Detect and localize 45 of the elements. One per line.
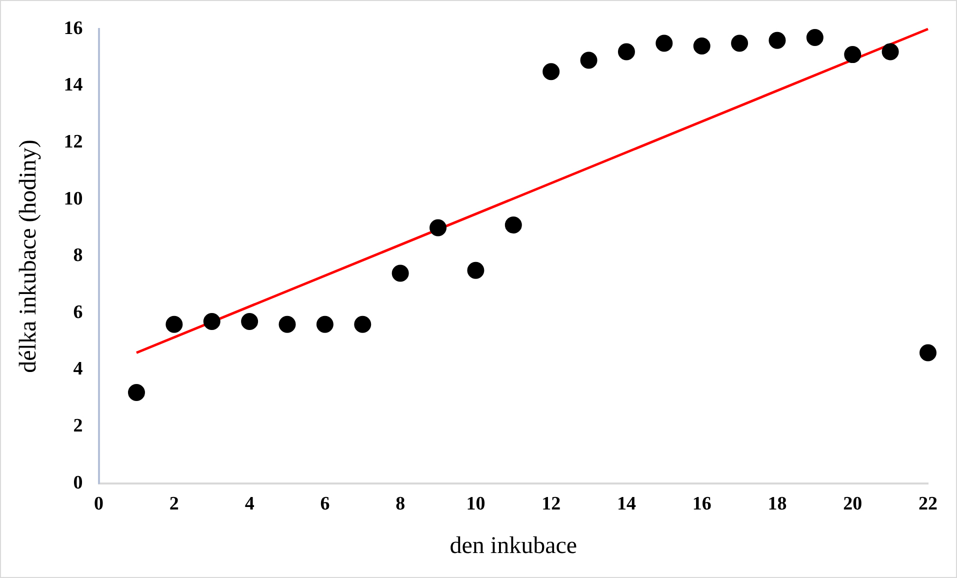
y-tick-label: 0: [73, 472, 83, 494]
x-tick-label: 16: [692, 494, 712, 515]
point: [768, 32, 786, 49]
point: [618, 43, 635, 60]
point: [467, 262, 484, 279]
x-tick-label: 2: [169, 494, 179, 515]
x-tick-label: 4: [244, 494, 255, 515]
point: [166, 316, 183, 333]
point: [278, 316, 296, 333]
point: [392, 264, 409, 282]
y-tick-label: 8: [73, 245, 83, 266]
point: [806, 29, 824, 46]
point: [241, 313, 258, 330]
point: [203, 313, 220, 330]
y-tick-label: 16: [64, 18, 83, 39]
x-tick-label: 22: [918, 494, 938, 515]
point: [656, 34, 673, 52]
y-tick-label: 10: [64, 188, 83, 210]
y-tick-label: 4: [73, 358, 84, 380]
point: [920, 344, 936, 362]
point: [316, 316, 334, 333]
x-tick-label: 20: [843, 494, 862, 515]
point: [693, 38, 710, 55]
x-tick-label: 0: [94, 494, 104, 515]
x-tick-label: 6: [320, 494, 330, 515]
point: [731, 34, 748, 52]
y-tick-label: 6: [73, 302, 83, 323]
y-axis-title: délka inkubace (hodiny): [16, 140, 42, 373]
point: [128, 384, 145, 402]
point: [542, 63, 560, 80]
point: [882, 43, 899, 60]
y-tick-label: 2: [73, 416, 83, 437]
y-tick-label: 12: [64, 132, 83, 153]
point: [430, 219, 447, 236]
x-tick-label: 10: [466, 494, 486, 515]
point: [580, 52, 598, 69]
x-tick-label: 12: [542, 494, 561, 515]
x-tick-label: 18: [768, 494, 787, 515]
x-tick-label: 14: [616, 494, 636, 515]
x-tick-label: 8: [396, 494, 406, 515]
point: [354, 316, 372, 333]
y-tick-label: 14: [64, 74, 84, 96]
x-axis-title: den inkubace: [450, 532, 578, 559]
point: [504, 216, 522, 234]
point: [844, 46, 862, 64]
